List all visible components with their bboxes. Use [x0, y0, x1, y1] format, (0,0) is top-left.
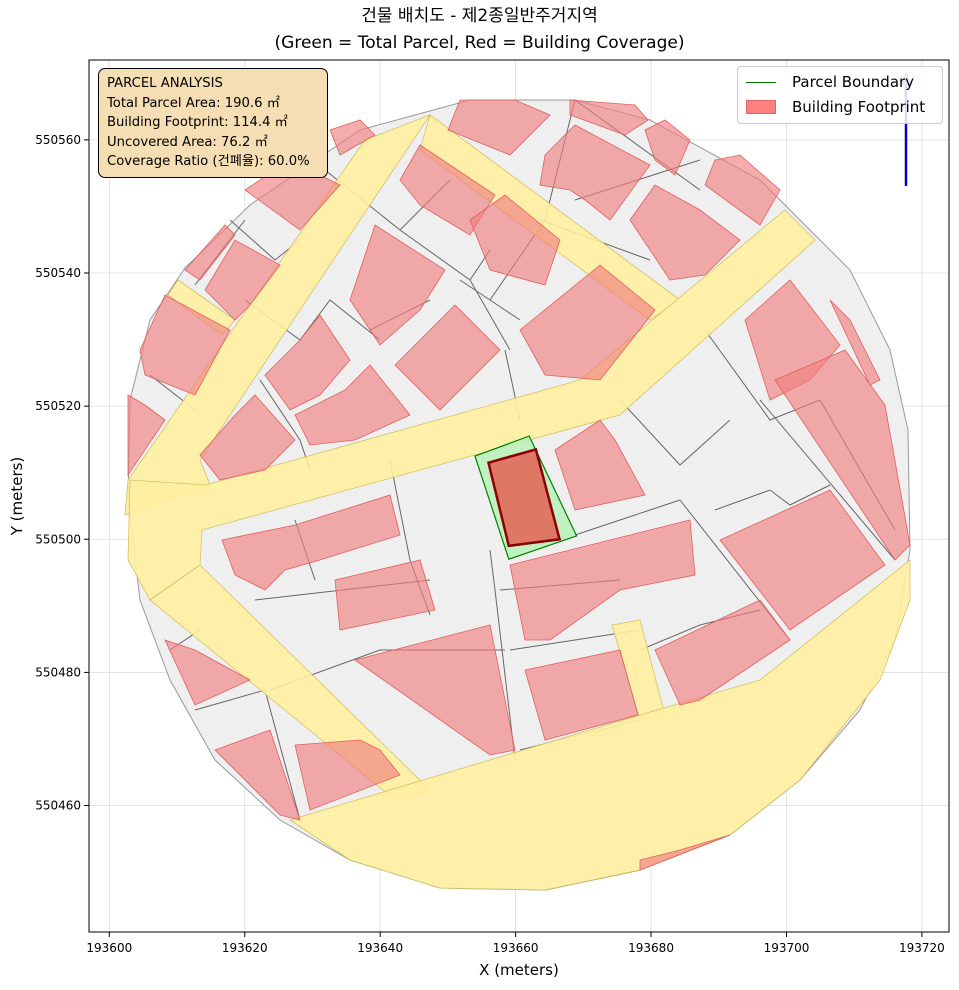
- x-axis: 193600 193620 193640 193660 193680 193700 1937…: [86, 932, 945, 955]
- y-tick-label: 550460: [35, 799, 81, 813]
- legend: Parcel Boundary Building Footprint: [737, 66, 943, 124]
- context-buildings: [127, 99, 911, 871]
- legend-patch-swatch: [746, 100, 776, 114]
- legend-line-swatch: [746, 81, 776, 83]
- y-tick-label: 550540: [35, 266, 81, 280]
- x-tick-label: 193660: [493, 941, 539, 955]
- info-heading: PARCEL ANALYSIS: [107, 76, 223, 91]
- x-tick-label: 193600: [86, 941, 132, 955]
- legend-item-parcel: Parcel Boundary: [746, 71, 914, 93]
- road-main-east-west: [127, 209, 816, 601]
- x-tick-label: 193620: [222, 941, 268, 955]
- legend-parcel-label: Parcel Boundary: [792, 73, 915, 91]
- road-ne: [419, 114, 681, 321]
- legend-item-building: Building Footprint: [746, 96, 925, 118]
- info-uncovered: Uncovered Area: 76.2 ㎡: [107, 134, 268, 150]
- y-axis: 550460 550480 550500 550520 550540 550560: [35, 133, 89, 813]
- legend-building-label: Building Footprint: [792, 98, 926, 116]
- y-tick-label: 550560: [35, 133, 81, 147]
- info-coverage-ratio: Coverage Ratio (건폐율): 60.0%: [107, 154, 310, 169]
- chart-title-line1: 건물 배치도 - 제2종일반주거지역: [361, 6, 598, 26]
- building-footprint[interactable]: [486, 447, 562, 548]
- x-axis-label: X (meters): [479, 961, 559, 979]
- y-axis-label: Y (meters): [8, 457, 26, 537]
- x-tick-label: 193640: [357, 941, 403, 955]
- chart-title-line2: (Green = Total Parcel, Red = Building Co…: [274, 33, 685, 53]
- info-total-area: Total Parcel Area: 190.6 ㎡: [107, 95, 280, 111]
- parcel-analysis-box: PARCEL ANALYSIS Total Parcel Area: 190.6…: [98, 68, 328, 178]
- x-tick-label: 193680: [628, 941, 674, 955]
- x-tick-label: 193700: [764, 941, 810, 955]
- x-tick-label: 193720: [899, 941, 945, 955]
- y-tick-label: 550480: [35, 665, 81, 679]
- y-tick-label: 550500: [35, 532, 81, 546]
- info-footprint: Building Footprint: 114.4 ㎡: [107, 115, 288, 130]
- road-south-arc: [289, 559, 911, 891]
- plot-frame: [88, 59, 950, 933]
- y-tick-label: 550520: [35, 399, 81, 413]
